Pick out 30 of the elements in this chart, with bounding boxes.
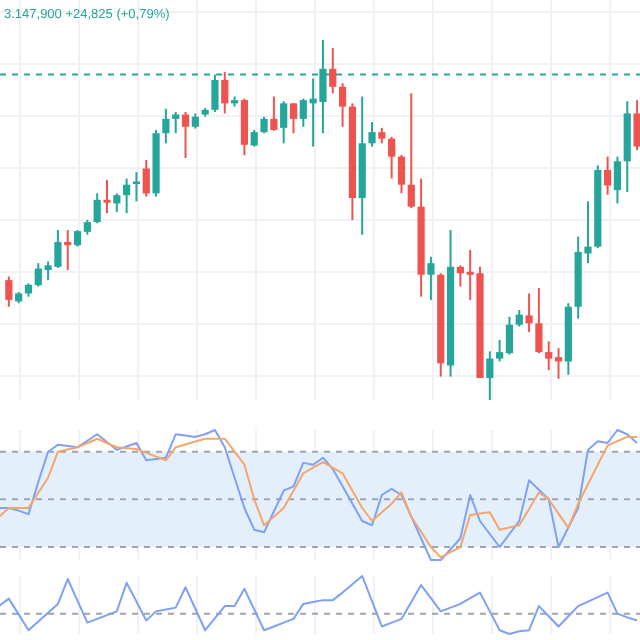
- candlestick: [270, 95, 278, 132]
- candlestick: [132, 171, 141, 203]
- candlestick: [329, 46, 337, 95]
- candlestick: [93, 192, 101, 225]
- candlestick: [397, 153, 406, 195]
- candlestick: [103, 179, 111, 215]
- candlestick: [142, 158, 150, 198]
- candlestick: [338, 82, 347, 128]
- candlestick: [5, 275, 13, 308]
- candlestick: [427, 255, 435, 301]
- candlestick: [525, 292, 533, 333]
- candlestick: [172, 111, 180, 135]
- candlestick: [486, 350, 494, 401]
- candlestick: [633, 99, 640, 152]
- candlestick: [604, 155, 612, 196]
- candlestick: [162, 107, 170, 145]
- candlestick: [280, 100, 288, 145]
- candlestick: [113, 192, 121, 214]
- candlestick: [221, 71, 229, 115]
- candlestick: [613, 155, 622, 205]
- candlestick: [289, 102, 298, 135]
- candlestick: [388, 135, 396, 180]
- candlestick: [64, 229, 72, 272]
- candlestick: [123, 177, 131, 215]
- candlestick: [535, 287, 543, 355]
- candlestick: [407, 92, 415, 210]
- candlestick: [181, 111, 190, 160]
- candlestick: [368, 121, 376, 148]
- candlestick: [623, 100, 631, 193]
- candlestick: [240, 97, 249, 157]
